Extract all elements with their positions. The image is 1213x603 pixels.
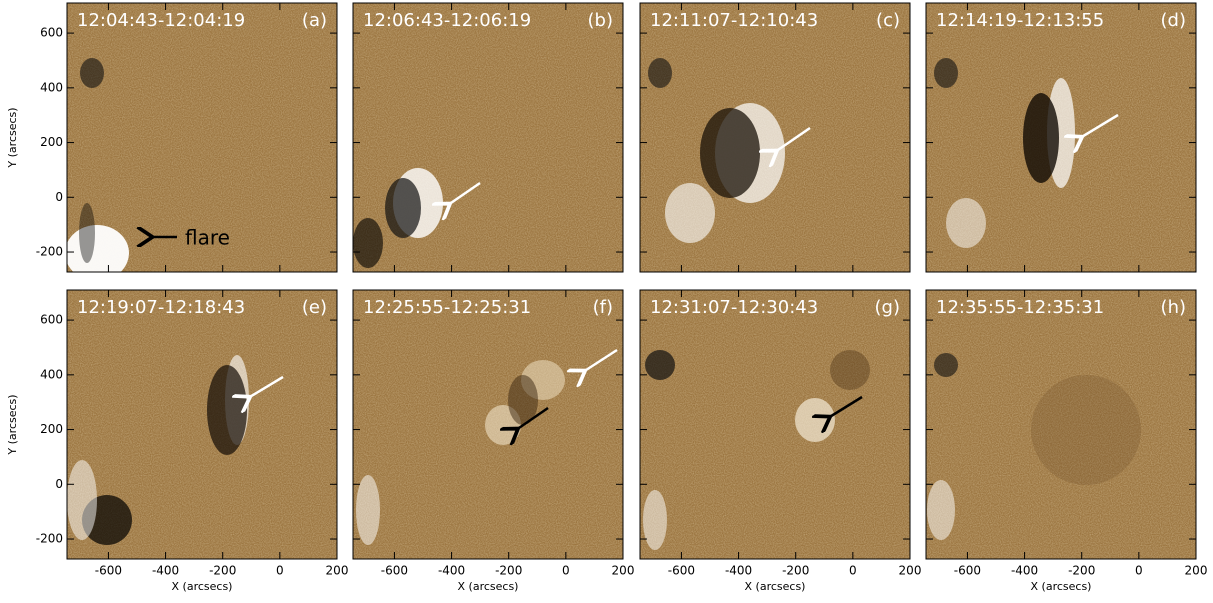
panel-time: 12:25:55-12:25:31 — [363, 297, 531, 318]
feature — [700, 108, 760, 198]
x-tick-label: -400 — [152, 564, 179, 578]
x-tick-label: 200 — [612, 564, 635, 578]
feature — [1023, 93, 1059, 183]
y-tick-label: 0 — [55, 477, 63, 491]
panel-label: (d) — [1161, 10, 1186, 31]
feature — [353, 218, 383, 268]
x-tick-label: 0 — [276, 564, 284, 578]
x-tick-label: -200 — [209, 564, 236, 578]
feature — [830, 350, 870, 390]
panel-time: 12:06:43-12:06:19 — [363, 10, 531, 31]
x-tick-label: 200 — [899, 564, 922, 578]
panel: 12:14:19-12:13:55 (d) — [926, 3, 1196, 272]
panel-label: (e) — [302, 297, 327, 318]
figure: flare 12:04:43-12:04:19 (a) -200 0 200 400 600 Y… — [0, 0, 1213, 599]
y-tick-label: -200 — [36, 532, 63, 546]
x-tick-label: -400 — [438, 564, 465, 578]
feature — [934, 58, 958, 88]
feature — [207, 365, 247, 455]
panel: 12:31:07-12:30:43 (g) -600 -400 -200 0 200 X (a… — [640, 290, 921, 593]
feature — [934, 353, 958, 377]
x-axis-title: X (arcsecs) — [458, 580, 519, 593]
panel-time: 12:04:43-12:04:19 — [77, 10, 245, 31]
feature — [643, 490, 667, 550]
x-tick-label: 200 — [1185, 564, 1208, 578]
y-tick-label: 200 — [40, 422, 63, 436]
feature — [1031, 375, 1141, 485]
y-tick-label: 200 — [40, 135, 63, 149]
panel: 12:19:07-12:18:43 (e) -600 -400 -200 0 200 -200… — [6, 290, 348, 593]
x-tick-label: 0 — [849, 564, 857, 578]
y-tick-label: 400 — [40, 80, 63, 94]
y-axis-title: Y (arcsecs) — [6, 107, 19, 168]
y-tick-label: 400 — [40, 367, 63, 381]
image-noise — [640, 290, 910, 559]
feature — [67, 460, 97, 540]
x-tick-label: -400 — [1011, 564, 1038, 578]
feature — [80, 58, 104, 88]
feature — [356, 475, 380, 545]
y-tick-label: 0 — [55, 190, 63, 204]
x-tick-label: -200 — [1068, 564, 1095, 578]
feature — [946, 198, 986, 248]
x-tick-label: -600 — [95, 564, 122, 578]
x-axis-title: X (arcsecs) — [1031, 580, 1092, 593]
panel-label: (h) — [1161, 297, 1186, 318]
panel-label: (c) — [876, 10, 900, 31]
panel: 12:11:07-12:10:43 (c) — [640, 3, 910, 272]
feature — [648, 58, 672, 88]
x-tick-label: 0 — [562, 564, 570, 578]
x-tick-label: -600 — [381, 564, 408, 578]
feature — [665, 183, 715, 243]
x-tick-label: 200 — [326, 564, 349, 578]
panel: 12:35:55-12:35:31 (h) -600 -400 -200 0 200 X (a… — [926, 290, 1207, 593]
panel-label: (a) — [302, 10, 327, 31]
panel-label: (b) — [588, 10, 613, 31]
feature — [645, 350, 675, 380]
feature — [927, 480, 955, 540]
feature — [385, 178, 421, 238]
panel-time: 12:11:07-12:10:43 — [650, 10, 818, 31]
x-axis-title: X (arcsecs) — [172, 580, 233, 593]
feature — [65, 225, 129, 281]
y-tick-label: 600 — [40, 313, 63, 327]
panel-time: 12:14:19-12:13:55 — [936, 10, 1104, 31]
panel-time: 12:19:07-12:18:43 — [77, 297, 245, 318]
y-tick-label: 600 — [40, 26, 63, 40]
panel-time: 12:35:55-12:35:31 — [936, 297, 1104, 318]
y-tick-label: -200 — [36, 245, 63, 259]
panel: flare 12:04:43-12:04:19 (a) -200 0 200 400 600 Y… — [6, 3, 337, 281]
x-tick-label: -200 — [782, 564, 809, 578]
y-axis-title: Y (arcsecs) — [6, 394, 19, 455]
flare-label: flare — [185, 226, 230, 250]
feature — [795, 398, 835, 442]
panel: 12:25:55-12:25:31 (f) -600 -400 -200 0 200 X (a… — [353, 290, 634, 593]
x-tick-label: -200 — [495, 564, 522, 578]
panel: 12:06:43-12:06:19 (b) — [353, 3, 623, 272]
panel-label: (g) — [875, 297, 900, 318]
x-tick-label: -400 — [725, 564, 752, 578]
feature — [79, 203, 95, 263]
panel-label: (f) — [593, 297, 613, 318]
panel-time: 12:31:07-12:30:43 — [650, 297, 818, 318]
x-axis-title: X (arcsecs) — [745, 580, 806, 593]
x-tick-label: -600 — [668, 564, 695, 578]
x-tick-label: -600 — [954, 564, 981, 578]
x-tick-label: 0 — [1135, 564, 1143, 578]
